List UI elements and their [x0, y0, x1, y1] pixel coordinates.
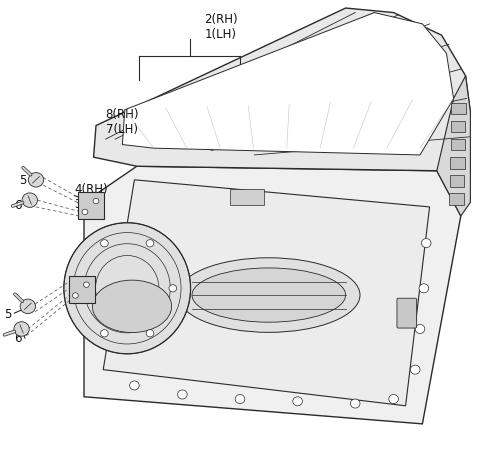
Circle shape — [22, 193, 37, 208]
Polygon shape — [122, 14, 454, 156]
Text: 2(RH)
1(LH): 2(RH) 1(LH) — [204, 13, 238, 41]
Circle shape — [146, 330, 154, 337]
Circle shape — [28, 173, 44, 188]
Circle shape — [235, 395, 245, 404]
Circle shape — [93, 199, 99, 204]
Bar — [451, 140, 465, 151]
Circle shape — [389, 395, 398, 404]
Circle shape — [421, 239, 431, 248]
Bar — [450, 176, 464, 187]
Circle shape — [293, 397, 302, 406]
Circle shape — [130, 381, 139, 390]
FancyBboxPatch shape — [69, 276, 95, 303]
Bar — [451, 104, 466, 115]
Circle shape — [178, 390, 187, 399]
Bar — [450, 158, 465, 169]
Ellipse shape — [192, 268, 346, 322]
Circle shape — [84, 282, 89, 288]
Polygon shape — [84, 167, 461, 424]
Circle shape — [410, 365, 420, 374]
FancyBboxPatch shape — [397, 299, 417, 328]
Polygon shape — [437, 77, 470, 216]
Circle shape — [72, 293, 78, 299]
Text: 6: 6 — [14, 332, 22, 345]
Text: 5: 5 — [4, 307, 11, 320]
Ellipse shape — [178, 258, 360, 333]
Circle shape — [82, 210, 88, 215]
Polygon shape — [103, 180, 430, 406]
Polygon shape — [94, 9, 470, 171]
Bar — [449, 194, 464, 205]
Text: 5: 5 — [19, 174, 26, 187]
Circle shape — [20, 299, 36, 314]
Text: 6: 6 — [14, 199, 22, 212]
Text: 3(RH)
4(LH): 3(RH) 4(LH) — [74, 254, 108, 282]
Bar — [230, 189, 264, 205]
Circle shape — [14, 322, 29, 336]
Ellipse shape — [64, 223, 191, 354]
Text: 8(RH)
7(LH): 8(RH) 7(LH) — [106, 108, 139, 136]
Circle shape — [415, 325, 425, 334]
Circle shape — [419, 284, 429, 293]
Bar — [451, 122, 465, 133]
Ellipse shape — [92, 281, 172, 333]
Circle shape — [78, 285, 85, 292]
Circle shape — [169, 285, 177, 292]
Text: 4(RH)
3(LH): 4(RH) 3(LH) — [74, 182, 108, 210]
Circle shape — [350, 399, 360, 408]
Circle shape — [101, 240, 108, 247]
FancyBboxPatch shape — [78, 193, 104, 220]
Circle shape — [146, 240, 154, 247]
Circle shape — [100, 330, 108, 337]
